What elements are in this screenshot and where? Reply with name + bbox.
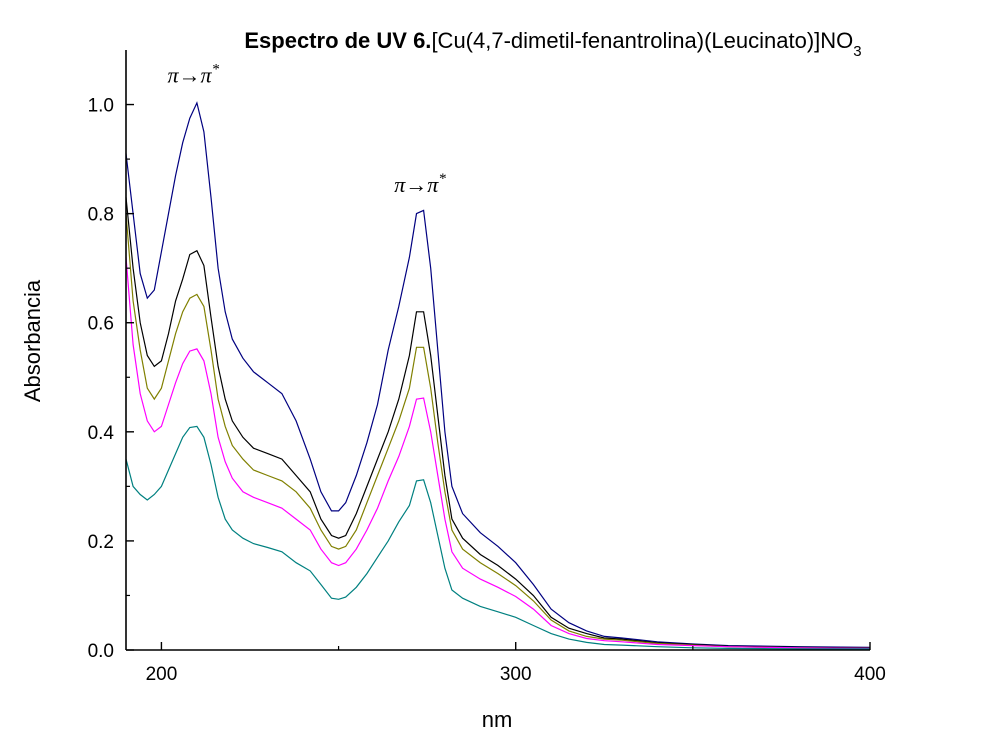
annotations-layer: π→π* π→π* <box>168 62 447 197</box>
series-line-4 <box>125 257 871 649</box>
x-axis-title: nm <box>482 707 513 732</box>
chart-title-subscript: 3 <box>853 43 861 60</box>
chart-title-rest: [Cu(4,7-dimetil-fenantrolina)(Leucinato)… <box>431 28 853 53</box>
x-tick-label: 200 <box>146 664 178 685</box>
x-tick-label: 300 <box>500 664 532 685</box>
series-line-2 <box>125 197 871 649</box>
series-line-3 <box>125 213 871 649</box>
peak-annotation-1: π→π* <box>168 62 220 88</box>
y-tick-label: 0.4 <box>88 423 115 444</box>
chart-title-bold: Espectro de UV 6. <box>244 28 431 53</box>
ticks-layer: 0.0 0.2 0.4 0.6 0.8 1.0 200 300 400 <box>88 96 886 685</box>
series-line-1 <box>125 101 871 648</box>
y-axis-title: Absorbancia <box>20 279 45 402</box>
y-tick-label: 0.8 <box>88 205 114 226</box>
y-tick-label: 0.2 <box>88 532 114 553</box>
series-line-5 <box>125 425 870 650</box>
y-tick-label: 1.0 <box>88 96 114 117</box>
series-layer <box>125 101 871 650</box>
y-tick-label: 0.6 <box>88 314 114 335</box>
peak-annotation-2: π→π* <box>394 171 446 197</box>
x-tick-label: 400 <box>854 664 886 685</box>
chart-title: Espectro de UV 6.[Cu(4,7-dimetil-fenantr… <box>244 28 861 60</box>
axes-layer <box>125 50 870 651</box>
y-tick-label: 0.0 <box>88 641 114 662</box>
